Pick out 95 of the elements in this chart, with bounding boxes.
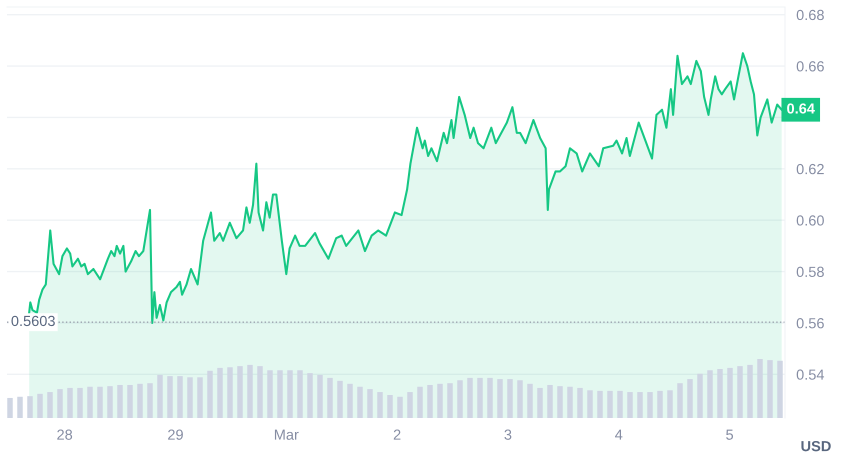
bar xyxy=(437,384,443,418)
bar xyxy=(347,384,353,418)
bar xyxy=(457,380,463,418)
bar xyxy=(107,386,113,418)
bar xyxy=(727,368,733,418)
bar xyxy=(17,396,23,418)
bar xyxy=(57,389,63,418)
bar xyxy=(297,370,303,418)
bar xyxy=(237,366,243,418)
bar xyxy=(257,366,263,418)
bar xyxy=(367,389,373,418)
y-tick-label: 0.68 xyxy=(796,10,824,20)
bar xyxy=(487,378,493,418)
bar xyxy=(227,367,233,418)
bar xyxy=(97,386,103,418)
bar xyxy=(337,380,343,418)
bar xyxy=(147,383,153,418)
bar xyxy=(627,392,633,418)
bar xyxy=(747,364,753,418)
bar xyxy=(777,360,783,418)
bar xyxy=(377,392,383,418)
bar xyxy=(317,374,323,418)
bar xyxy=(667,390,673,418)
bar xyxy=(707,370,713,418)
y-tick-label: 0.60 xyxy=(796,215,824,226)
bar xyxy=(247,364,253,418)
bar xyxy=(577,388,583,418)
y-tick-label: 0.56 xyxy=(796,318,824,328)
bar xyxy=(327,378,333,418)
bar xyxy=(677,383,683,418)
x-tick-label: 3 xyxy=(504,429,512,440)
bar xyxy=(187,377,193,418)
bar xyxy=(687,379,693,418)
x-tick-label: Mar xyxy=(274,430,299,440)
bar xyxy=(467,378,473,418)
bar xyxy=(197,377,203,418)
bar xyxy=(607,390,613,418)
bar xyxy=(587,390,593,418)
bar xyxy=(557,386,563,418)
bar xyxy=(117,384,123,418)
x-tick-label: 4 xyxy=(615,430,622,440)
bar xyxy=(407,392,413,418)
x-tick-label: 29 xyxy=(168,429,183,440)
bar xyxy=(497,379,503,418)
ref-line-label: 0.5603 xyxy=(11,316,55,326)
bar xyxy=(417,386,423,418)
bar xyxy=(717,369,723,418)
y-tick-label: 0.66 xyxy=(796,61,824,72)
bar xyxy=(567,386,573,418)
bar xyxy=(597,390,603,418)
bar xyxy=(307,373,313,418)
bar xyxy=(77,388,83,418)
bar xyxy=(177,376,183,418)
bar xyxy=(427,384,433,418)
bar xyxy=(277,370,283,418)
bar xyxy=(37,394,43,418)
bar xyxy=(387,394,393,418)
bar xyxy=(397,396,403,418)
bar xyxy=(517,380,523,418)
bar xyxy=(157,374,163,418)
y-tick-label: 0.54 xyxy=(796,369,824,380)
bar xyxy=(207,370,213,418)
bar xyxy=(637,392,643,418)
bar xyxy=(617,390,623,418)
x-tick-label: 2 xyxy=(394,429,400,440)
x-tick-label: 5 xyxy=(726,430,734,440)
x-tick-label: 28 xyxy=(57,429,72,440)
bar xyxy=(137,384,143,418)
bar xyxy=(477,378,483,418)
bar xyxy=(507,379,513,418)
bar xyxy=(267,370,273,418)
bar xyxy=(7,398,13,418)
bar xyxy=(27,396,33,418)
bar xyxy=(447,383,453,418)
bar xyxy=(357,386,363,418)
y-tick-label: 0.62 xyxy=(796,164,824,174)
bar xyxy=(47,392,53,418)
bar xyxy=(647,392,653,418)
bar xyxy=(67,388,73,418)
bar xyxy=(87,386,93,418)
bar xyxy=(737,366,743,418)
y-tick-label: 0.58 xyxy=(796,266,824,278)
bar xyxy=(127,384,133,418)
bar xyxy=(547,384,553,418)
bar xyxy=(767,360,773,418)
bar xyxy=(697,374,703,418)
bar xyxy=(287,370,293,418)
bar xyxy=(537,388,543,418)
bar xyxy=(527,384,533,418)
bar xyxy=(167,376,173,418)
y-axis-title: USD xyxy=(801,440,831,452)
bar xyxy=(217,368,223,418)
bar xyxy=(657,390,663,418)
bar xyxy=(757,359,763,418)
annotation: 0.64 xyxy=(787,103,815,114)
